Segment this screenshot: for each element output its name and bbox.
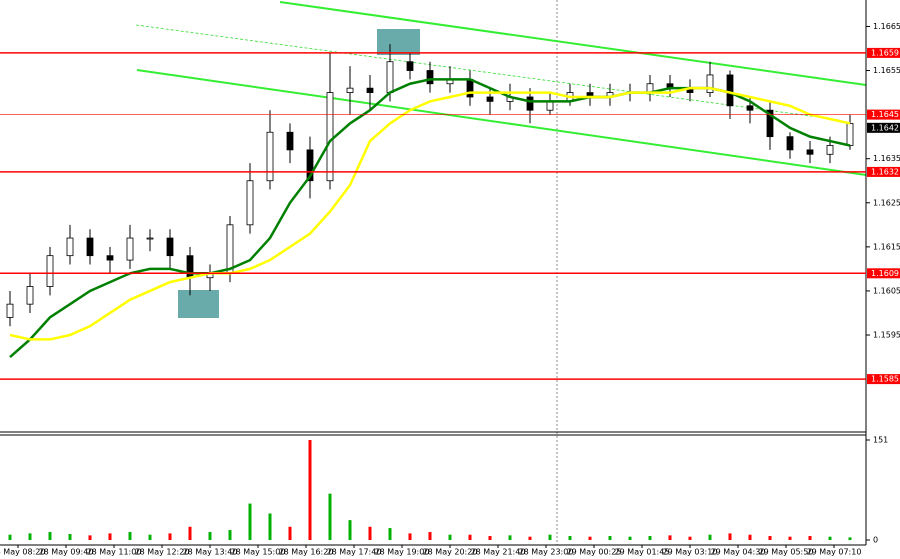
candle-body bbox=[766, 109, 774, 138]
x-tick-label: 28 May 12:20 bbox=[135, 548, 190, 557]
candle-body bbox=[226, 224, 234, 274]
x-tick-label: 29 May 04:30 bbox=[711, 548, 766, 557]
x-tick-label: 29 May 05:50 bbox=[759, 548, 814, 557]
candle-body bbox=[6, 303, 14, 318]
level-label-box bbox=[867, 268, 900, 279]
moving-average bbox=[9, 86, 851, 341]
candle-body bbox=[726, 74, 734, 107]
candle-body bbox=[146, 237, 154, 240]
y-tick-label: 1.1665 bbox=[873, 22, 900, 31]
candle-body bbox=[826, 145, 834, 155]
ask-label-box bbox=[867, 109, 900, 120]
y-tick-label: 1.1625 bbox=[873, 198, 900, 207]
candle-body bbox=[386, 61, 394, 93]
candle-body bbox=[286, 131, 294, 151]
level-label-box bbox=[867, 166, 900, 177]
candle-body bbox=[86, 237, 94, 257]
candle-body bbox=[366, 87, 374, 93]
candle-body bbox=[486, 96, 494, 102]
x-tick-label: 29 May 01:45 bbox=[615, 548, 670, 557]
candle-body bbox=[46, 255, 54, 287]
candle-body bbox=[846, 123, 854, 146]
candle-body bbox=[426, 70, 434, 85]
candle-body bbox=[346, 87, 354, 93]
x-tick-label: 28 May 11:00 bbox=[87, 548, 142, 557]
y-tick-label: 1.1595 bbox=[873, 331, 900, 340]
x-tick-label: 28 May 15:00 bbox=[231, 548, 286, 557]
level-label-box bbox=[867, 47, 900, 58]
candle-body bbox=[806, 149, 814, 155]
candle-body bbox=[786, 136, 794, 151]
channel-mid bbox=[135, 24, 841, 121]
volume-tick-label: 0 bbox=[873, 536, 878, 545]
level-label: 1.1632 bbox=[871, 167, 899, 176]
y-tick-label: 1.1615 bbox=[873, 242, 900, 251]
level-label: 1.1659 bbox=[871, 48, 899, 57]
level-label-box bbox=[867, 374, 900, 385]
candle-body bbox=[706, 74, 714, 93]
x-tick-label: 29 May 07:10 bbox=[807, 548, 862, 557]
x-tick-label: 28 May 19:00 bbox=[375, 548, 430, 557]
candle-body bbox=[26, 286, 34, 305]
x-tick-label: 28 May 08:20 bbox=[0, 548, 45, 557]
x-tick-label: 29 May 00:25 bbox=[567, 548, 622, 557]
candle-body bbox=[746, 105, 754, 111]
x-tick-label: 29 May 03:10 bbox=[663, 548, 718, 557]
candle-body bbox=[306, 149, 314, 182]
signal-box bbox=[178, 290, 219, 318]
candle-body bbox=[106, 255, 114, 261]
candle-body bbox=[266, 131, 274, 182]
candle-body bbox=[546, 100, 554, 111]
level-label: 1.1609 bbox=[871, 269, 899, 278]
candle-body bbox=[326, 92, 334, 182]
signal-box bbox=[377, 29, 420, 55]
x-tick-label: 28 May 09:40 bbox=[39, 548, 94, 557]
x-tick-label: 28 May 13:40 bbox=[183, 548, 238, 557]
x-tick-label: 28 May 20:20 bbox=[423, 548, 478, 557]
y-tick-label: 1.1655 bbox=[873, 66, 900, 75]
x-tick-label: 28 May 17:40 bbox=[327, 548, 382, 557]
price-label: 1.1642 bbox=[871, 123, 899, 132]
channel-lower bbox=[136, 69, 867, 176]
volume-tick-label: 151 bbox=[873, 436, 888, 445]
y-tick-label: 1.1605 bbox=[873, 286, 900, 295]
x-tick-label: 28 May 21:40 bbox=[471, 548, 526, 557]
price-label-box bbox=[867, 122, 900, 133]
candle-body bbox=[126, 237, 134, 261]
x-tick-label: 28 May 23:00 bbox=[519, 548, 574, 557]
x-tick-label: 28 May 16:20 bbox=[279, 548, 334, 557]
candle-body bbox=[166, 237, 174, 257]
candle-body bbox=[526, 96, 534, 111]
candle-body bbox=[466, 78, 474, 98]
y-tick-label: 1.1635 bbox=[873, 154, 900, 163]
ask-label: 1.1645 bbox=[871, 110, 899, 119]
candle-body bbox=[406, 61, 414, 71]
candle-body bbox=[66, 237, 74, 257]
channel-upper bbox=[279, 1, 867, 86]
candle-body bbox=[246, 180, 254, 226]
level-label: 1.1585 bbox=[871, 375, 899, 384]
